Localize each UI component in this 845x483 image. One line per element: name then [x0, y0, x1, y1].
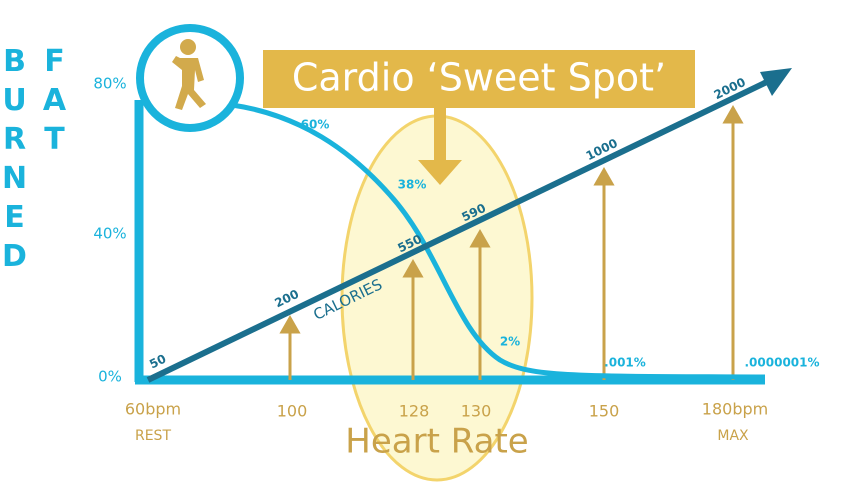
fat-label: .001%	[604, 356, 646, 370]
y-tick-label: 80%	[93, 75, 126, 93]
x-axis-label: Heart Rate	[345, 422, 528, 462]
x-tick-label: 100	[277, 402, 308, 421]
x-tick-label: 130	[461, 402, 492, 421]
fat-label: .0000001%	[744, 356, 819, 370]
x-tick-label: 180bpm	[702, 400, 768, 419]
calorie-arrowhead	[760, 68, 792, 96]
title-arrow	[418, 108, 462, 185]
fat-label: 38%	[398, 178, 427, 192]
y-ticks: 80% 40% 0%	[93, 75, 126, 386]
calorie-arrows	[279, 104, 744, 380]
calorie-label: 50	[147, 352, 168, 372]
y-tick-label: 40%	[93, 225, 126, 243]
title-banner	[263, 50, 695, 108]
calorie-line	[146, 75, 777, 383]
x-tick-label: 60bpm	[125, 400, 181, 419]
runner-icon	[172, 39, 206, 110]
fat-labels: 60% 38% 2% .001% .0000001%	[301, 118, 820, 370]
fat-label: 60%	[301, 118, 330, 132]
x-tick-label: 150	[589, 402, 620, 421]
title: Cardio ‘Sweet Spot’	[292, 56, 666, 100]
y-axis-label: FAT BURNED	[0, 44, 72, 278]
fat-curve	[231, 102, 766, 380]
x-ticks: 60bpm REST 100 128 130 150 180bpm MAX	[125, 400, 768, 445]
x-tick-sub: REST	[135, 428, 171, 444]
x-tick-label: 128	[399, 402, 430, 421]
fat-label: 2%	[500, 335, 520, 349]
x-tick-sub: MAX	[717, 428, 749, 444]
y-tick-label: 0%	[98, 368, 122, 386]
